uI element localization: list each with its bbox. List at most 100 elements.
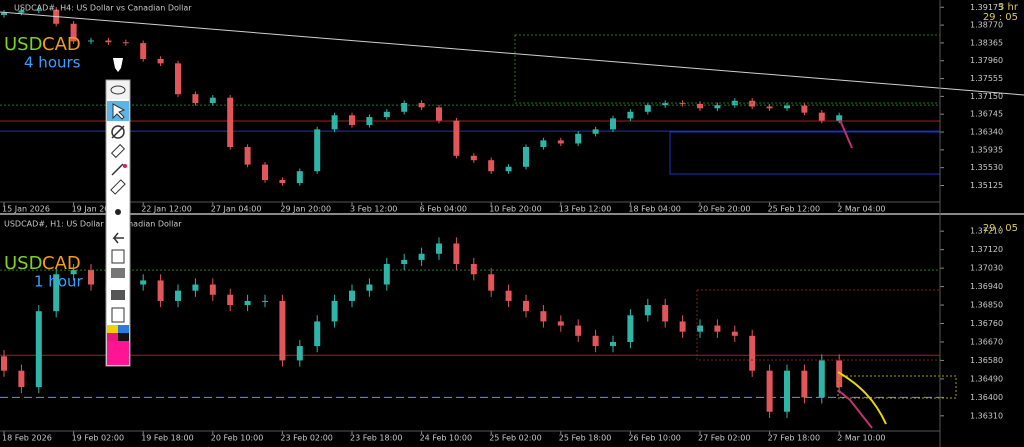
chart-title: USDCAD#, H4: US Dollar vs Canadian Dolla… bbox=[14, 4, 192, 13]
y-tick-label: 1.36760 bbox=[970, 319, 1003, 328]
dot-button[interactable] bbox=[115, 209, 121, 215]
timeframe: 1 hour bbox=[34, 273, 84, 291]
notes-button[interactable] bbox=[111, 307, 125, 323]
y-tick-label: 1.36940 bbox=[970, 282, 1003, 291]
candle-body bbox=[122, 42, 129, 44]
countdown: 3 hr bbox=[998, 2, 1019, 13]
candle-body bbox=[314, 129, 321, 172]
undo-button[interactable] bbox=[112, 232, 124, 244]
candle-body bbox=[610, 341, 616, 347]
candle-body bbox=[540, 140, 547, 147]
delete-button[interactable] bbox=[111, 249, 125, 264]
candle-body bbox=[262, 164, 268, 180]
candle-body bbox=[836, 115, 843, 121]
candle-body bbox=[209, 97, 216, 103]
y-tick-label: 1.36340 bbox=[970, 128, 1003, 137]
candle-body bbox=[766, 106, 773, 109]
x-tick-label: 26 Feb 10:00 bbox=[628, 434, 680, 443]
screen-button[interactable] bbox=[111, 268, 125, 278]
x-tick-label: 23 Feb 18:00 bbox=[350, 434, 402, 443]
highlighter-button[interactable] bbox=[110, 179, 126, 195]
candle-body bbox=[53, 274, 60, 312]
color-dot bbox=[123, 164, 127, 168]
candle-body bbox=[470, 264, 477, 275]
x-tick-label: 20 Feb 20:00 bbox=[698, 205, 750, 214]
y-tick-label: 1.36850 bbox=[970, 301, 1003, 310]
candle-body bbox=[662, 102, 669, 106]
candle-body bbox=[470, 155, 477, 161]
candle-body bbox=[18, 370, 25, 388]
candle-body bbox=[818, 360, 825, 398]
candle-body bbox=[627, 111, 634, 119]
candle-body bbox=[244, 300, 251, 306]
line-button[interactable] bbox=[111, 163, 124, 176]
x-tick-label: 25 Feb 18:00 bbox=[559, 434, 611, 443]
charts: 1.39175 1.38770 1.38365 1.37960 1.37555 1.371… bbox=[0, 3, 1003, 443]
candle-body bbox=[818, 112, 825, 121]
candle-body bbox=[697, 325, 703, 332]
erase-all-button[interactable] bbox=[111, 125, 125, 139]
color-swatch[interactable] bbox=[107, 325, 118, 333]
candle-body bbox=[592, 335, 599, 347]
x-tick-label: 2 Mar 10:00 bbox=[837, 434, 885, 443]
y-tick-label: 1.38365 bbox=[970, 38, 1003, 47]
x-tick-label: 25 Feb 12:00 bbox=[768, 205, 820, 214]
candle-body bbox=[610, 118, 616, 130]
candle-body bbox=[662, 305, 669, 322]
candle-body bbox=[714, 325, 721, 332]
color-swatch[interactable] bbox=[118, 325, 129, 333]
y-tick-label: 1.37960 bbox=[970, 56, 1003, 65]
candle-body bbox=[731, 331, 738, 336]
candle-body bbox=[523, 300, 529, 312]
candle-body bbox=[766, 370, 773, 412]
x-tick-label: 6 Feb 04:00 bbox=[420, 205, 467, 214]
candle-body bbox=[383, 111, 390, 118]
candle-body bbox=[523, 146, 529, 167]
candle-body bbox=[418, 253, 425, 260]
y-tick-label: 1.36580 bbox=[970, 356, 1003, 365]
candle-body bbox=[175, 290, 181, 301]
candle-body bbox=[157, 280, 164, 301]
candle-body bbox=[540, 311, 547, 322]
pen-icon[interactable] bbox=[113, 58, 123, 72]
candle-body bbox=[436, 107, 442, 121]
eraser-button[interactable] bbox=[110, 143, 126, 159]
candle-body bbox=[401, 259, 408, 265]
cursor-icon bbox=[112, 103, 126, 120]
x-tick-label: 22 Jan 12:00 bbox=[141, 205, 192, 214]
candle-body bbox=[488, 160, 495, 172]
camera-button[interactable] bbox=[111, 290, 125, 300]
symbol-quote: CAD bbox=[42, 34, 81, 55]
color-swatch[interactable] bbox=[118, 333, 129, 341]
x-tick-label: 19 Jan 20:00 bbox=[72, 205, 123, 214]
trend-line bbox=[0, 11, 1024, 96]
candle-body bbox=[314, 321, 321, 347]
x-tick-label: 18 Feb 04:00 bbox=[628, 205, 680, 214]
candle-body bbox=[401, 102, 408, 112]
candle-body bbox=[35, 9, 42, 11]
symbol-base: USD bbox=[4, 34, 42, 55]
color-swatch[interactable] bbox=[107, 333, 118, 341]
projection bbox=[837, 389, 873, 429]
eye-icon bbox=[110, 85, 126, 95]
candle-body bbox=[453, 243, 460, 265]
projection bbox=[839, 119, 853, 149]
x-tick-label: 27 Feb 02:00 bbox=[698, 434, 750, 443]
symbol-base: USD bbox=[4, 253, 42, 274]
y-tick-label: 1.35935 bbox=[970, 145, 1003, 154]
candle-body bbox=[592, 129, 599, 134]
zone-box bbox=[837, 375, 957, 399]
candle-body bbox=[1, 12, 7, 15]
y-tick-label: 1.35125 bbox=[970, 181, 1003, 190]
candle-body bbox=[70, 23, 77, 42]
x-tick-label: 20 Feb 10:00 bbox=[211, 434, 263, 443]
candle-body bbox=[731, 100, 738, 106]
candle-body bbox=[557, 140, 564, 144]
eye-button[interactable] bbox=[107, 81, 129, 99]
candle-body bbox=[644, 305, 651, 316]
candle-body bbox=[279, 300, 286, 361]
active-color[interactable] bbox=[107, 341, 129, 365]
candle-body bbox=[331, 300, 338, 322]
timer: 29 : 05 bbox=[983, 223, 1018, 234]
y-tick-label: 1.37120 bbox=[970, 245, 1003, 254]
